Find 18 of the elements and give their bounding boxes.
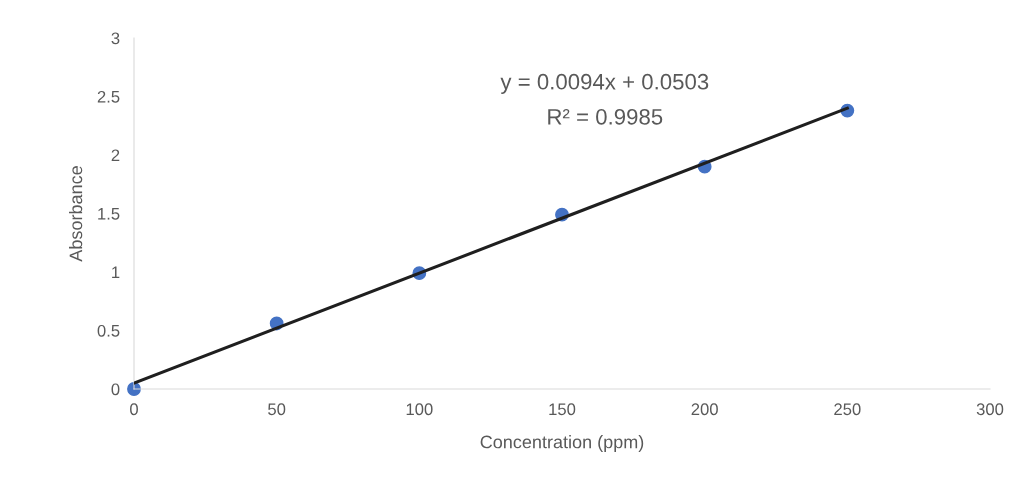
x-tick-label: 0 [130, 403, 138, 416]
y-tick-label: 1.5 [98, 208, 120, 220]
y-tick-label: 3 [111, 32, 120, 45]
y-tick-label: 1 [112, 266, 120, 279]
annotation: R² = 0.9985 [548, 108, 663, 125]
annotation: y = 0.0094x + 0.0503 [500, 73, 709, 94]
y-tick-label: 0.5 [97, 324, 120, 337]
x-tick-label: 300 [976, 403, 1004, 416]
x-tick-label: 100 [406, 403, 433, 416]
x-tick-label: 200 [691, 403, 718, 416]
x-axis-title: Concentration (ppm) [480, 435, 644, 452]
x-tick-label: 150 [549, 403, 576, 416]
x-tick-label: 50 [268, 403, 286, 416]
y-tick-label: 2.5 [97, 90, 120, 103]
x-tick-label: 250 [834, 403, 861, 416]
y-tick-label: 0 [111, 383, 120, 396]
y-tick-label: 2 [111, 149, 120, 162]
y-axis-title: Absorbance [69, 166, 83, 262]
